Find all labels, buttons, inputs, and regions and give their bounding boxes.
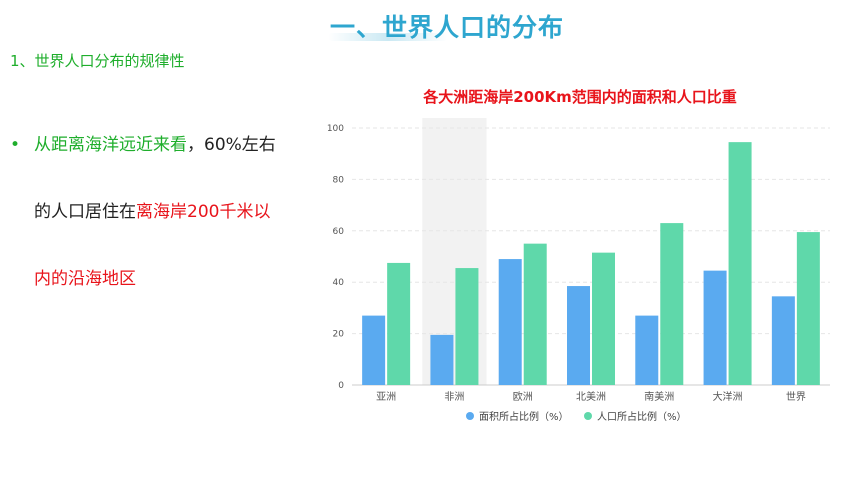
bullet-green-text: 从距离海洋远近来看: [34, 135, 187, 155]
bar-population: [592, 252, 615, 385]
legend-marker: [466, 412, 474, 420]
bullet-red-text-1: 离海岸200千米以: [136, 202, 271, 222]
bar-population: [387, 262, 411, 385]
x-tick-label: 南美洲: [644, 390, 674, 403]
bullet-text: • 从距离海洋远近来看，60%左右 的人口居住在离海岸200千米以 内的沿海地区: [10, 112, 310, 313]
bar-population: [455, 268, 479, 385]
chart-title: 各大洲距海岸200Km范围内的面积和人口比重: [423, 88, 737, 106]
bar-area: [771, 296, 795, 385]
section-heading: 1、世界人口分布的规律性: [10, 52, 185, 70]
bar-area: [635, 315, 659, 385]
chart-container: 各大洲距海岸200Km范围内的面积和人口比重 0 20 40 60 80 100 亚洲 非洲 欧…: [320, 82, 840, 432]
x-tick-label: 北美洲: [576, 390, 606, 403]
y-tick-label: 100: [327, 124, 344, 134]
y-tick-label: 60: [333, 227, 345, 237]
x-tick-label: 大洋洲: [713, 390, 743, 403]
x-tick-label: 欧洲: [513, 391, 533, 403]
y-tick-label: 80: [333, 175, 345, 185]
bar-area: [703, 270, 727, 385]
slide-title: 一、世界人口的分布: [330, 13, 565, 42]
y-tick-label: 20: [333, 330, 345, 340]
bullet-text-part2: ，60%左右: [187, 135, 276, 155]
bullet-dot: •: [10, 135, 21, 155]
bullet-text-part3: 的人口居住在: [34, 202, 136, 222]
bar-population: [796, 232, 820, 385]
x-tick-label: 非洲: [444, 391, 464, 403]
bar-area: [362, 315, 386, 385]
bar-area: [567, 286, 590, 385]
legend-label: 人口所占比例（%）: [597, 410, 687, 423]
x-tick-label: 亚洲: [376, 391, 396, 403]
legend-label: 面积所占比例（%）: [479, 410, 569, 423]
bar-population: [728, 142, 752, 385]
bar-area: [430, 334, 454, 385]
bar-area: [498, 259, 522, 385]
bar-population: [523, 243, 547, 385]
bar-population: [660, 223, 684, 385]
y-tick-label: 40: [333, 278, 345, 288]
bullet-red-text-2: 内的沿海地区: [34, 269, 136, 289]
y-tick-label: 0: [338, 381, 344, 391]
title-underline: [328, 33, 448, 41]
legend-marker: [584, 412, 592, 420]
x-tick-label: 世界: [786, 391, 806, 403]
